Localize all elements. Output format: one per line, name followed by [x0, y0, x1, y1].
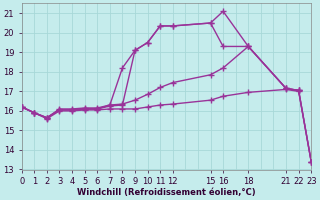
X-axis label: Windchill (Refroidissement éolien,°C): Windchill (Refroidissement éolien,°C) — [77, 188, 256, 197]
